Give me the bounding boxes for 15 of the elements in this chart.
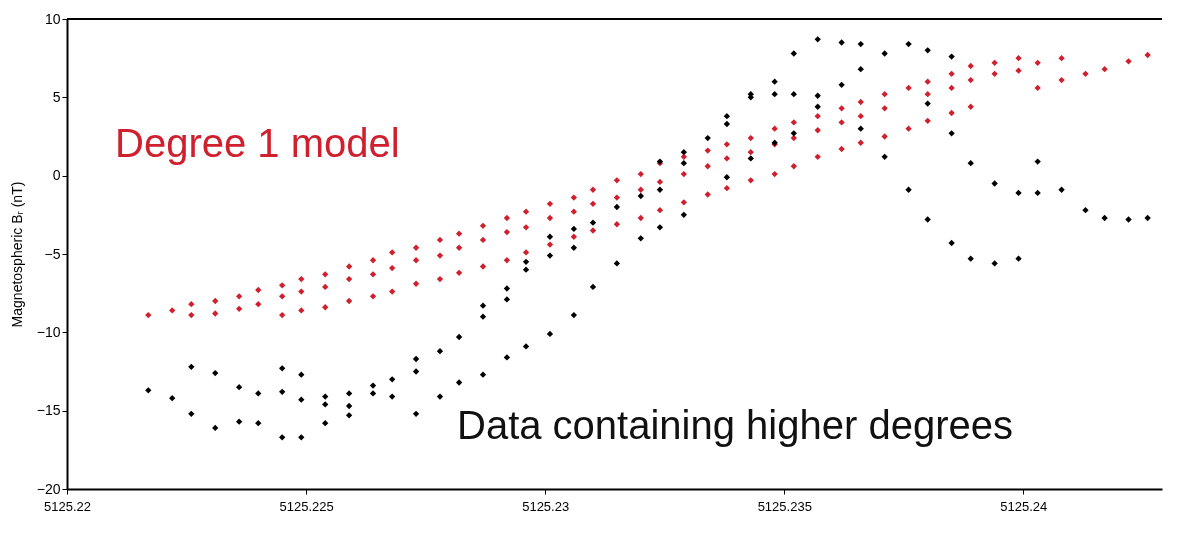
y-tick-label: −10 [36,323,61,340]
x-tick-label: 5125.225 [279,498,334,514]
y-tick-label: 5 [52,88,61,105]
y-tick-label: −15 [36,402,61,419]
series-label: Data containing higher degrees [457,403,1013,447]
y-tick-label: 0 [52,167,61,184]
y-tick-label: −20 [36,480,61,497]
y-axis-title: Magnetospheric Bᵣ (nT) [8,181,25,328]
x-tick-label: 5125.22 [44,498,91,514]
y-tick-label: 10 [44,10,61,27]
y-tick-label: −5 [44,245,61,262]
x-tick-label: 5125.235 [757,498,812,514]
x-tick-label: 5125.24 [1000,498,1048,514]
x-tick-label: 5125.23 [522,498,570,514]
text: Degree 1 model [115,121,400,165]
